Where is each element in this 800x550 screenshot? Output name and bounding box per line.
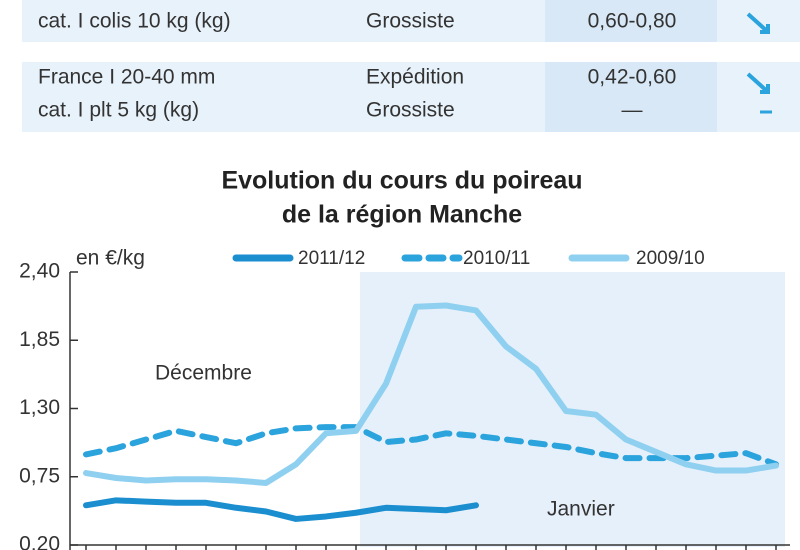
table: cat. I colis 10 kg (kg) Grossiste 0,60-0… [22,0,800,132]
legend-label: 2010/11 [463,248,530,269]
price-bg [545,0,717,42]
plot: 0,20 0,75 1,30 1,85 2,40 2011/12 2010/11 2009/1… [19,248,790,550]
chart-title: Evolution du cours du poireau [221,167,582,195]
legend-label: 2011/12 [298,248,365,269]
cell: France I 20-40 mm [38,66,215,89]
cell: 0,42-0,60 [588,66,677,89]
cell: Expédition [366,66,464,89]
trend-arrow [746,12,770,34]
legend-label: 2009/10 [636,248,705,269]
y-tick-label: 1,85 [19,328,60,351]
trend-arrow [746,72,770,94]
series-line [83,424,779,468]
cell: Grossiste [366,99,455,122]
y-tick-label: 2,40 [19,260,60,283]
cell: cat. I plt 5 kg (kg) [38,99,199,122]
y-tick-label: 0,20 [19,533,60,550]
cell: — [622,99,643,122]
cell: Grossiste [366,10,455,33]
series-line [83,302,779,486]
y-label: en €/kg [76,247,145,270]
cell: cat. I colis 10 kg (kg) [38,10,231,33]
price-bg [545,62,717,132]
annotation: Janvier [547,498,615,521]
chart-title: de la région Manche [282,201,522,229]
y-tick-label: 0,75 [19,464,60,487]
cell: 0,60-0,80 [588,10,677,33]
series-line [83,497,479,522]
y-tick-label: 1,30 [19,396,60,419]
annotation: Décembre [155,362,252,385]
